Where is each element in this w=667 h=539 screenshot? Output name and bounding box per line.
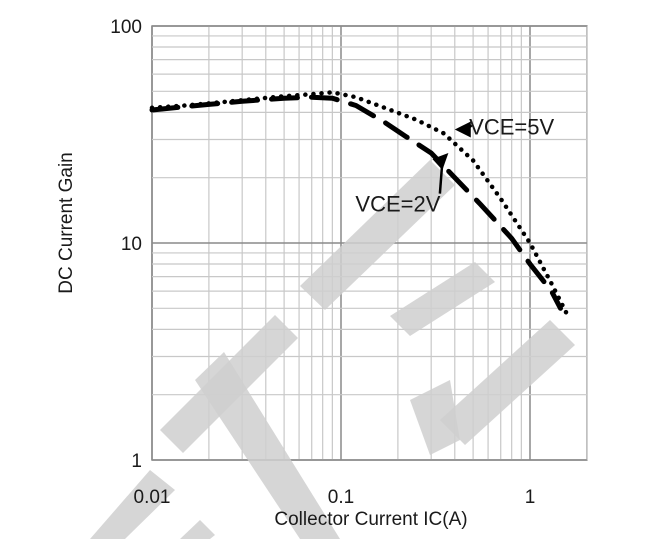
watermark-stroke: [440, 320, 575, 445]
y-tick-label: 1: [131, 451, 142, 472]
watermark-stroke: [300, 160, 455, 310]
series-line-vce-5v: [149, 90, 569, 315]
x-axis-label: Collector Current IC(A): [274, 509, 467, 530]
series-line-vce-2v: [149, 94, 563, 311]
y-tick-label: 100: [110, 17, 142, 38]
arrowhead-icon: [454, 121, 471, 138]
watermark-stroke: [90, 470, 175, 539]
x-tick-label: 0.1: [328, 487, 354, 508]
arrowhead-icon: [432, 152, 449, 170]
x-tick-label: 0.01: [134, 487, 171, 508]
series-layer: [149, 90, 569, 315]
y-tick-label: 10: [121, 234, 142, 255]
annotations: VCE=5V VCE=2V: [355, 114, 554, 216]
x-tick-label: 1: [525, 487, 536, 508]
annotation-vce-2v: VCE=2V: [355, 192, 440, 217]
annotation-vce-5v: VCE=5V: [469, 114, 554, 139]
watermark-logo: [90, 160, 575, 539]
watermark-stroke: [195, 352, 340, 539]
watermark-stroke: [390, 262, 495, 336]
y-axis-label: DC Current Gain: [56, 152, 77, 294]
watermark-stroke: [180, 520, 215, 539]
tick-labels: 0.01 0.1 1 1 10 100: [110, 17, 535, 508]
watermark-stroke: [410, 380, 460, 455]
